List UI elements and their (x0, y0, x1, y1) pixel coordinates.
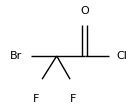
Text: Br: Br (9, 51, 22, 61)
Text: Cl: Cl (116, 51, 127, 61)
Text: F: F (32, 94, 39, 104)
Text: F: F (69, 94, 76, 104)
Text: O: O (80, 6, 89, 16)
